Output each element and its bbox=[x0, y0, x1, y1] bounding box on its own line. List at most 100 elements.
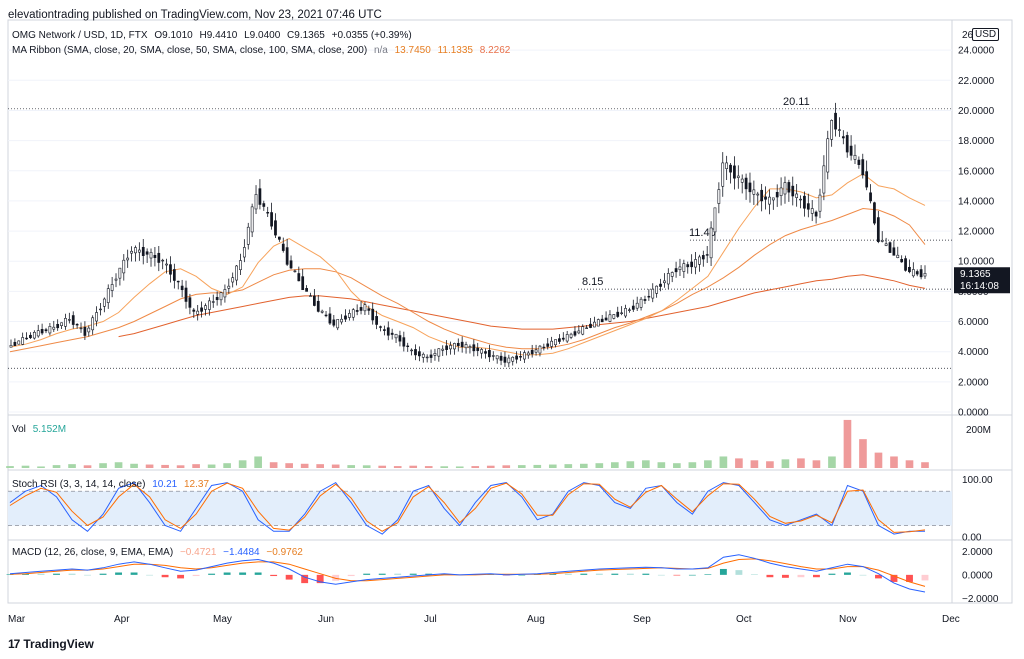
candle-body bbox=[13, 341, 17, 346]
candle-body bbox=[60, 322, 63, 326]
candle-body bbox=[274, 220, 277, 236]
vol-label[interactable]: Vol bbox=[12, 424, 26, 435]
candle-body bbox=[48, 326, 52, 334]
sma20-line bbox=[9, 173, 926, 356]
candle-body bbox=[336, 319, 340, 329]
candle-body bbox=[814, 211, 818, 217]
candle-body bbox=[647, 295, 651, 298]
price-axis-tick-label: 14.0000 bbox=[958, 196, 995, 207]
candle-body bbox=[635, 302, 639, 309]
candle-body bbox=[297, 273, 301, 282]
ohlc-close: C9.1365 bbox=[287, 30, 325, 41]
candle-body bbox=[130, 250, 133, 254]
volume-bar bbox=[145, 464, 154, 468]
candle-body bbox=[437, 348, 441, 357]
candle-body bbox=[756, 193, 760, 196]
macd-hist-bar bbox=[130, 572, 138, 575]
candle-body bbox=[822, 165, 826, 194]
volume-bar bbox=[579, 463, 588, 468]
candle-body bbox=[589, 323, 592, 328]
volume-bar bbox=[207, 464, 216, 468]
candle-body bbox=[383, 329, 386, 331]
stoch-k-value: 10.21 bbox=[152, 479, 178, 490]
candle-body bbox=[289, 260, 293, 269]
volume-bar bbox=[657, 462, 666, 468]
candle-body bbox=[480, 349, 483, 354]
volume-bar bbox=[735, 458, 743, 468]
candle-body bbox=[873, 202, 876, 224]
candle-body bbox=[235, 265, 238, 281]
brand-footer[interactable]: 17 TradingView bbox=[8, 637, 94, 651]
volume-bar bbox=[502, 465, 511, 468]
volume-bar bbox=[766, 461, 774, 468]
candle-body bbox=[748, 182, 752, 193]
candle-body bbox=[456, 342, 460, 346]
candle-body bbox=[305, 288, 308, 292]
macd-hist-bar bbox=[766, 574, 774, 578]
time-axis-month-label: Jul bbox=[424, 614, 437, 625]
time-axis-month-label: Apr bbox=[114, 614, 130, 625]
candle-body bbox=[429, 354, 433, 358]
candle-body bbox=[666, 273, 670, 285]
symbol-name[interactable]: OMG Network / USD, 1D, FTX bbox=[12, 30, 148, 41]
candle-body bbox=[363, 304, 367, 312]
stoch-label[interactable]: Stoch RSI (3, 3, 14, 14, close) bbox=[12, 479, 146, 490]
volume-bar bbox=[797, 458, 805, 468]
candle-body bbox=[433, 353, 437, 356]
candle-body bbox=[145, 251, 149, 255]
volume-bar bbox=[347, 465, 356, 468]
macd-hist-bar bbox=[425, 573, 433, 575]
candle-body bbox=[118, 267, 122, 279]
macd-label[interactable]: MACD (12, 26, close, 9, EMA, EMA) bbox=[12, 547, 174, 558]
macd-hist-bar bbox=[719, 568, 727, 575]
candle-body bbox=[355, 310, 359, 312]
vol-value: 5.152M bbox=[32, 424, 67, 435]
candle-body bbox=[102, 298, 106, 307]
time-axis-month-label: Aug bbox=[527, 614, 545, 625]
macd-hist-bar bbox=[781, 574, 789, 578]
ma-label[interactable]: MA Ribbon (SMA, close, 20, SMA, close, 5… bbox=[12, 45, 368, 56]
candle-body bbox=[499, 355, 503, 361]
candle-body bbox=[36, 330, 40, 337]
macd-axis-tick-label: 0.0000 bbox=[962, 570, 993, 581]
macd-hist-bar bbox=[642, 573, 650, 575]
candle-body bbox=[91, 317, 95, 331]
candle-body bbox=[472, 344, 476, 352]
candle-body bbox=[596, 319, 600, 327]
candle-body bbox=[923, 272, 927, 277]
candle-body bbox=[674, 268, 678, 273]
candle-body bbox=[904, 258, 907, 271]
candle-body bbox=[701, 255, 705, 260]
macd-hist-bar bbox=[115, 572, 122, 575]
candle-body bbox=[841, 136, 845, 139]
ohlc-high: H9.4410 bbox=[199, 30, 238, 41]
candle-body bbox=[876, 217, 880, 242]
candle-body bbox=[484, 351, 487, 354]
candle-body bbox=[476, 347, 480, 351]
candle-body bbox=[75, 323, 79, 326]
macd-hist-bar bbox=[192, 574, 200, 577]
macd-hist-bar bbox=[394, 573, 402, 575]
candle-body bbox=[207, 300, 211, 310]
candle-body bbox=[698, 256, 701, 265]
macd-hist-bar bbox=[285, 574, 293, 580]
candle-body bbox=[231, 277, 235, 283]
macd-hist-bar bbox=[378, 573, 386, 575]
candle-body bbox=[390, 332, 394, 335]
candle-body bbox=[853, 154, 857, 160]
macd-hist-bar bbox=[22, 573, 29, 575]
currency-unit-badge[interactable]: USD bbox=[972, 28, 1000, 41]
candle-body bbox=[165, 263, 168, 266]
candle-body bbox=[375, 316, 378, 325]
ohlc-change: +0.0355 (+0.39%) bbox=[331, 30, 412, 41]
candle-body bbox=[95, 312, 98, 322]
macd-hist-bar bbox=[316, 574, 324, 584]
macd-hist-bar bbox=[906, 574, 913, 582]
candle-body bbox=[211, 301, 215, 303]
candle-body bbox=[495, 355, 499, 360]
candle-body bbox=[760, 189, 764, 202]
candle-body bbox=[359, 307, 363, 311]
candle-body bbox=[523, 352, 526, 360]
ma-legend: MA Ribbon (SMA, close, 20, SMA, close, 5… bbox=[12, 45, 514, 56]
